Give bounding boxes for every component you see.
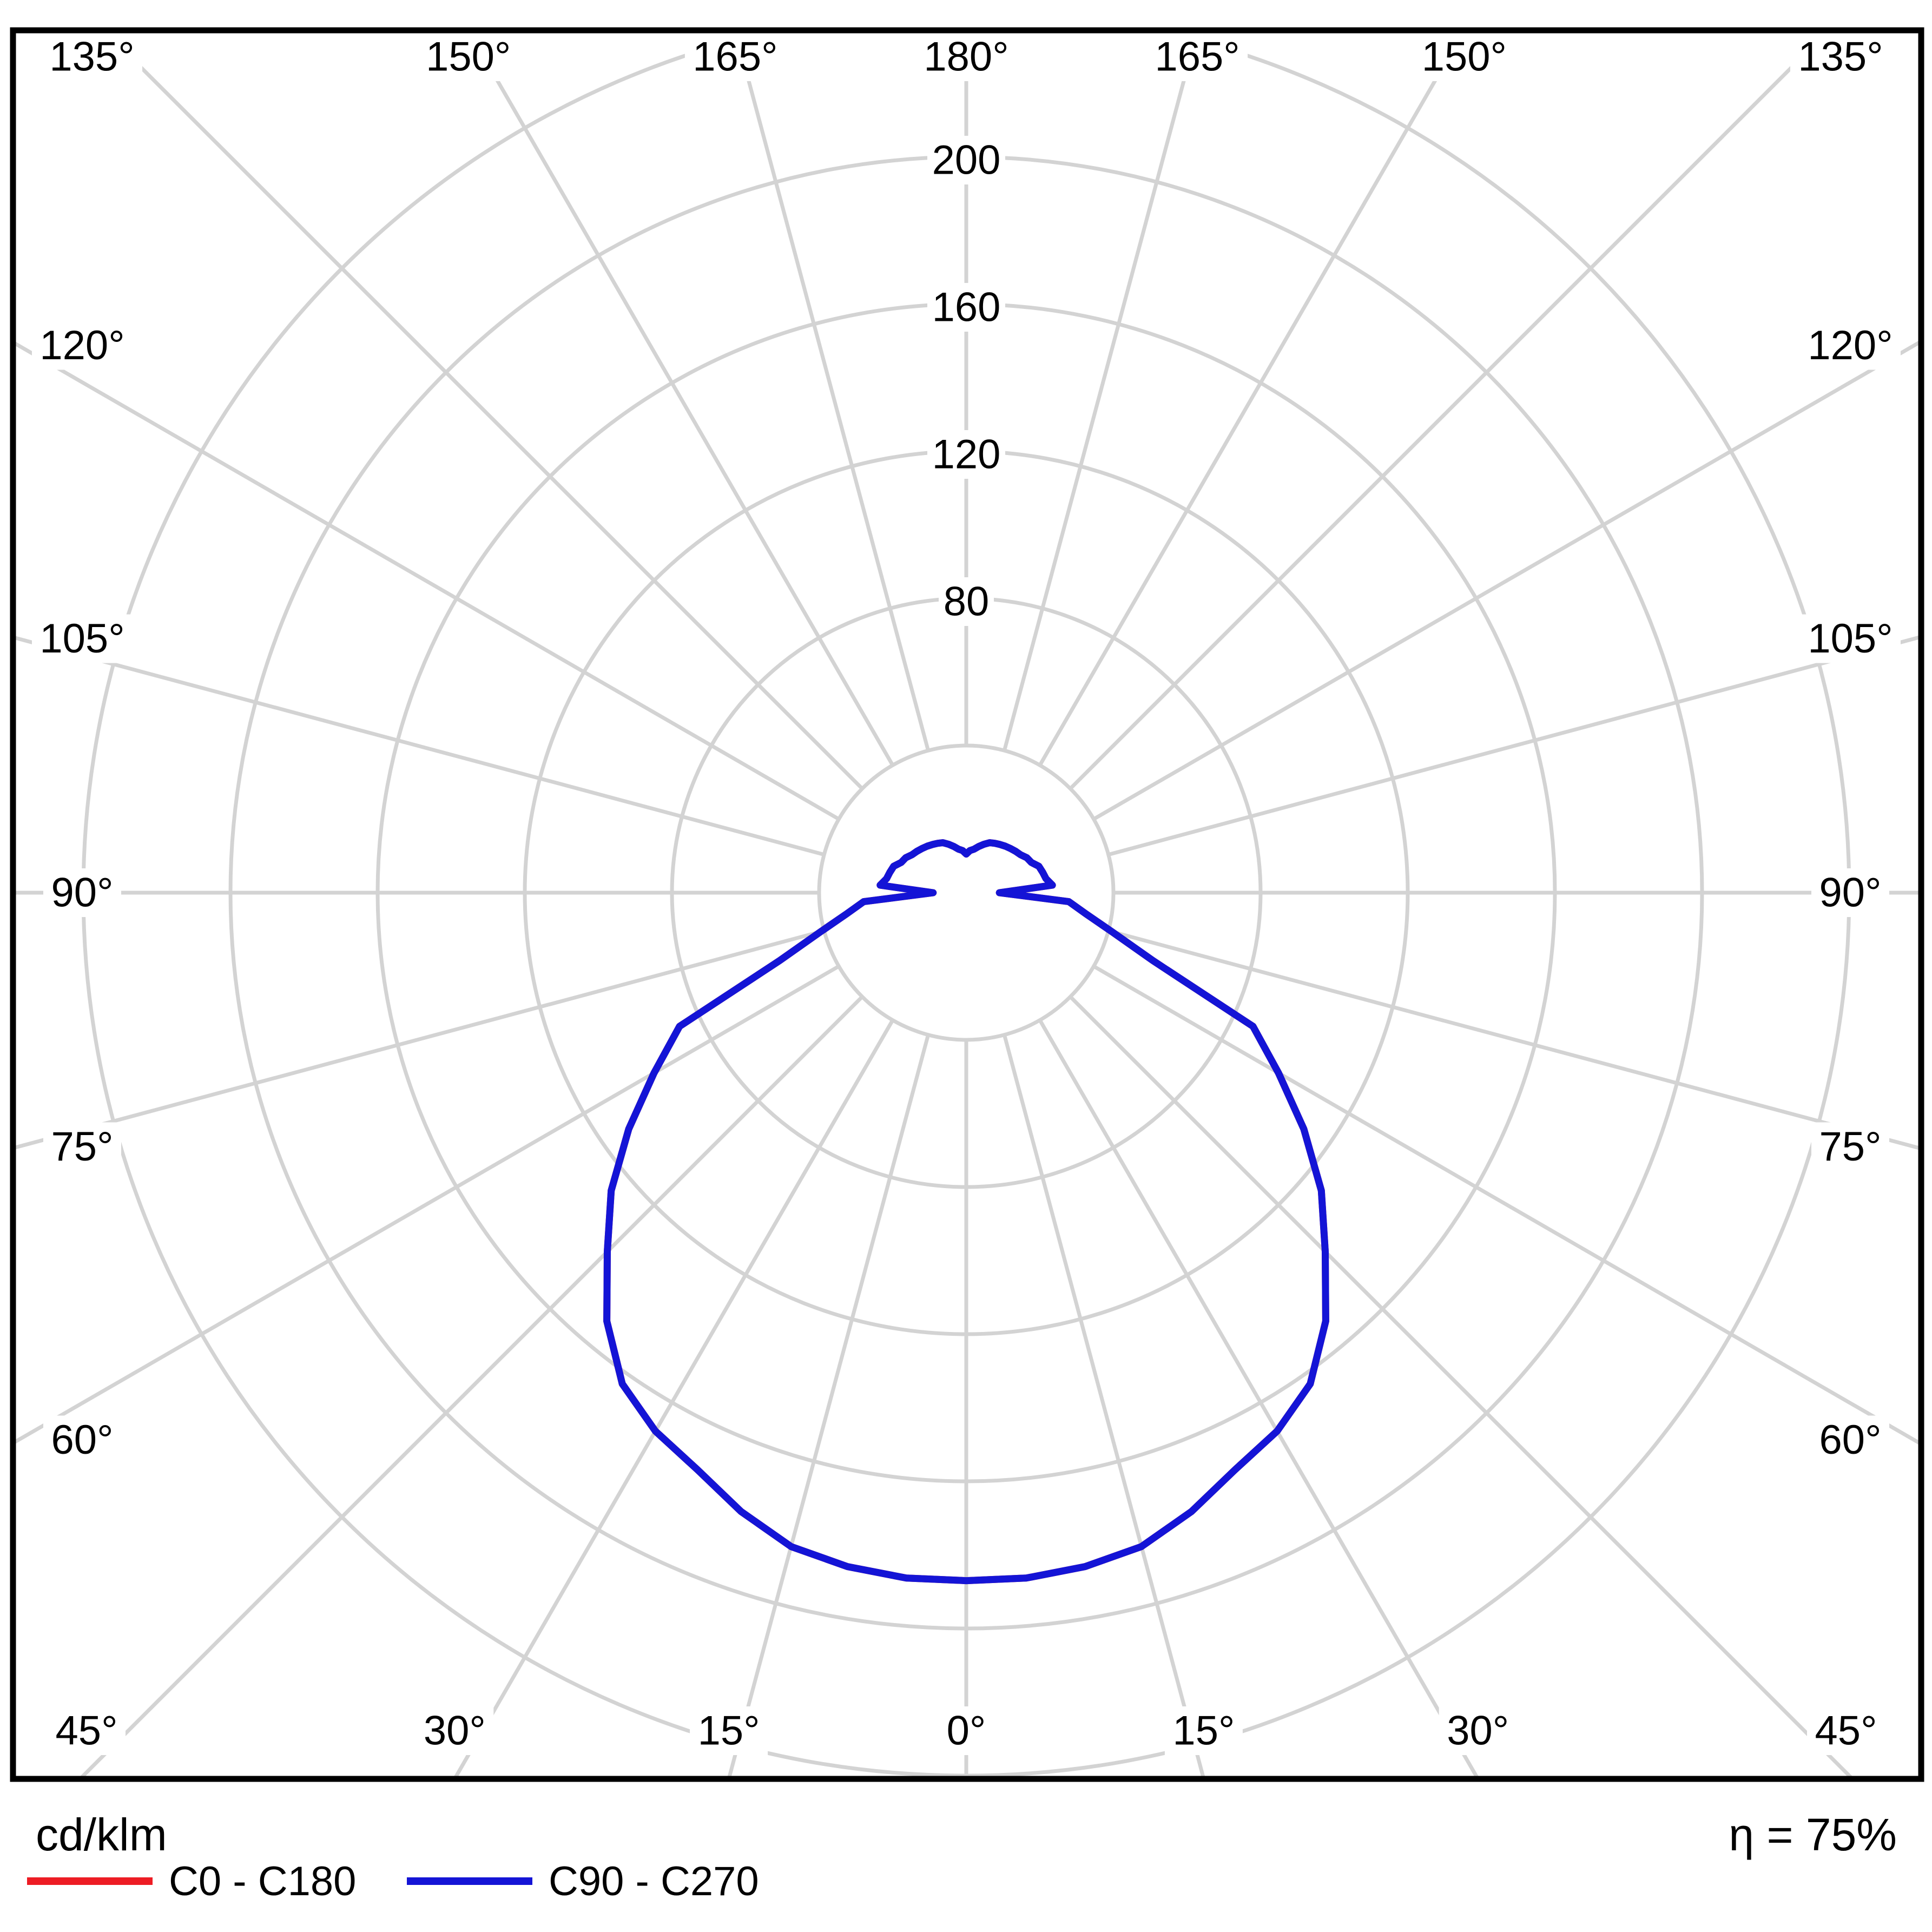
angle-label: 75° <box>51 1124 114 1170</box>
spoke-gridline <box>1092 964 1918 1445</box>
spoke-gridline <box>16 636 825 856</box>
angle-label: 30° <box>424 1708 486 1754</box>
radial-tick-label: 120 <box>932 432 1001 478</box>
angle-label: 45° <box>1815 1708 1877 1754</box>
spoke-gridline <box>1003 1034 1205 1776</box>
legend-label-c0-c180: C0 - C180 <box>169 1858 356 1904</box>
angle-label-bg <box>32 614 133 663</box>
angle-label-bg <box>684 32 786 81</box>
angle-label: 180° <box>924 34 1008 80</box>
radial-tick-label: 160 <box>932 285 1001 331</box>
spoke-gridline <box>1038 33 1465 767</box>
angle-label: 90° <box>51 870 114 916</box>
angle-label: 45° <box>56 1708 118 1754</box>
angle-label: 0° <box>947 1708 986 1754</box>
angle-label: 105° <box>1808 616 1893 662</box>
spoke-gridline <box>467 33 895 767</box>
angle-label-bg <box>1147 32 1248 81</box>
radial-tick-label-bg <box>927 283 1005 332</box>
units-label: cd/klm <box>36 1809 167 1860</box>
angle-label: 60° <box>51 1417 114 1463</box>
ring-gridline <box>817 743 1116 1042</box>
angle-label-bg <box>1811 1415 1889 1465</box>
angle-label: 120° <box>1808 322 1893 368</box>
angle-label-bg <box>42 32 142 81</box>
spoke-gridline <box>1107 929 1918 1150</box>
plot-frame <box>10 27 1924 1782</box>
spoke-gridline <box>1003 33 1199 751</box>
intensity-curves <box>603 839 1329 1585</box>
angle-label: 30° <box>1447 1708 1509 1754</box>
angle-label: 165° <box>693 34 777 80</box>
angle-label-bg <box>1807 1706 1885 1755</box>
efficiency-label: η = 75% <box>1729 1809 1897 1860</box>
angle-label-bg <box>418 32 519 81</box>
spoke-gridline <box>734 33 930 751</box>
radial-tick-label-bg <box>927 136 1005 184</box>
angle-label-bg <box>43 868 121 917</box>
radial-tick-label: 80 <box>944 579 990 625</box>
spoke-gridline <box>454 1019 895 1776</box>
angle-label-bg <box>939 1706 994 1755</box>
radial-tick-label-bg <box>939 577 994 626</box>
angle-label: 135° <box>1798 34 1883 80</box>
angle-label: 15° <box>1172 1708 1235 1754</box>
angle-label-bg <box>48 1706 126 1755</box>
angle-label-bg <box>1811 868 1889 917</box>
angle-label-bg <box>1164 1706 1243 1755</box>
angle-label: 75° <box>1819 1124 1882 1170</box>
angle-label-bg <box>690 1706 768 1755</box>
radial-tick-label-bg <box>927 430 1005 479</box>
angle-label-bg <box>416 1706 494 1755</box>
angle-label-bg <box>32 321 133 370</box>
spoke-gridline <box>16 341 840 821</box>
angle-label-bg <box>1790 32 1891 81</box>
chart-footer: cd/klm η = 75% C0 - C180 C90 - C270 <box>27 1809 1897 1904</box>
axis-labels: 80 120 160 200 135° 150° 165° 180° 165° 150° 135° 1… <box>32 32 1901 1755</box>
angle-label-bg <box>1414 32 1515 81</box>
spoke-gridline <box>16 929 825 1150</box>
angle-label-bg <box>1800 321 1901 370</box>
angle-label-bg <box>916 32 1017 81</box>
angle-label-bg <box>43 1415 121 1465</box>
angle-label-bg <box>1811 1122 1889 1171</box>
spoke-gridline <box>1107 635 1918 856</box>
spoke-gridline <box>1038 1019 1479 1776</box>
spoke-gridline <box>727 1034 930 1776</box>
angle-label-bg <box>1800 614 1901 663</box>
angle-label-bg <box>1439 1706 1517 1755</box>
angle-label: 150° <box>426 34 511 80</box>
spoke-gridline <box>1092 340 1918 821</box>
spoke-gridline <box>16 964 840 1444</box>
angle-label: 120° <box>39 322 124 368</box>
curve-c90-c270 <box>603 839 1329 1585</box>
angle-label: 105° <box>39 616 124 662</box>
angle-label: 90° <box>1819 870 1882 916</box>
angle-label: 150° <box>1422 34 1507 80</box>
angle-label-bg <box>43 1122 121 1171</box>
legend-label-c90-c270: C90 - C270 <box>549 1858 759 1904</box>
angle-label: 15° <box>698 1708 760 1754</box>
angle-label: 165° <box>1155 34 1240 80</box>
angle-label: 135° <box>49 34 134 80</box>
radial-tick-label: 200 <box>932 137 1001 183</box>
angle-label: 60° <box>1819 1417 1882 1463</box>
